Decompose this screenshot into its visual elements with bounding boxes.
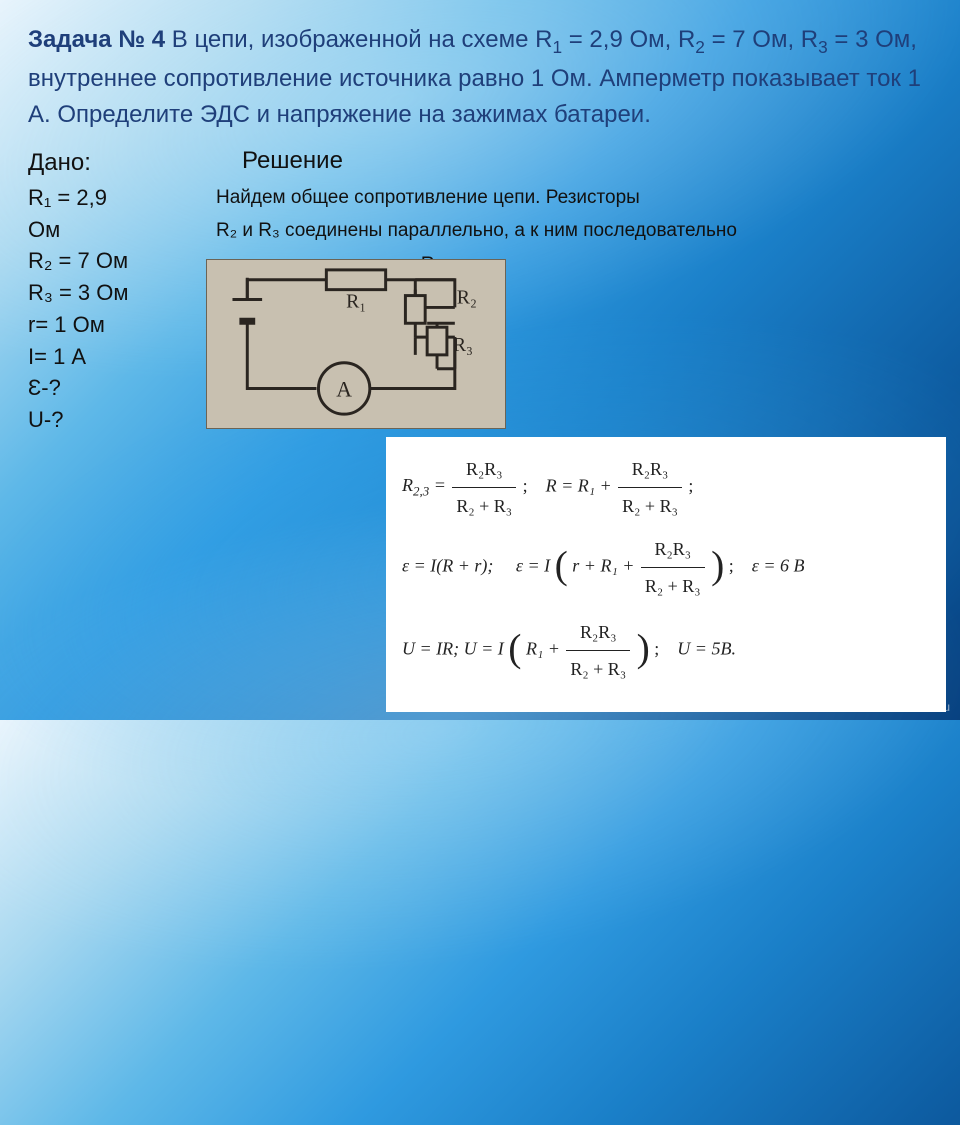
fraction: R₂R₃ R₂ + R₃ [566,614,630,687]
given-line: U-? [28,405,208,435]
given-line: I= 1 А [28,342,208,372]
paren-icon: ( [555,543,568,587]
problem-text: В цепи, изображенной на схеме R [165,26,552,53]
given-line: R₃ = 3 Ом [28,278,208,308]
circuit-svg: R₁ R₂ R₃ A [207,260,505,428]
eq-part: R = R₁ + [546,475,612,495]
solution-block: Решение Найдем общее сопротивление цепи.… [216,147,932,437]
given-title: Дано: [28,147,208,179]
slide: Задача № 4 В цепи, изображенной на схеме… [0,0,960,720]
problem-label: Задача № 4 [28,26,165,53]
denominator: R₂ + R₃ [566,651,630,687]
numerator: R₂R₃ [566,614,630,651]
given-line: Ɛ-? [28,373,208,403]
solution-title: Решение [242,147,932,175]
circuit-label-r1: R₁ [346,290,366,312]
circuit-label-r3: R₃ [453,334,473,356]
paren-icon: ) [711,543,724,587]
numerator: R₂R₃ [618,451,682,488]
given-line: R₁ = 2,9 [28,183,208,213]
eq-result: ε = 6 В [752,555,805,575]
given-line: r= 1 Ом [28,310,208,340]
circuit-label-a: A [336,377,352,401]
given-line: Ом [28,215,208,245]
eq-sep: ; [688,475,693,495]
sub: 2 [695,37,705,57]
formula-row: R2,3 = R₂R₃ R₂ + R₃ ; R = R₁ + R₂R₃ R₂ +… [402,451,930,524]
eq-part: ε = I [516,555,550,575]
eq-part: ε = I(R + r); [402,555,493,575]
problem-text: = 7 Ом, R [705,26,818,53]
content-row: Дано: R₁ = 2,9 Ом R₂ = 7 Ом R₃ = 3 Ом r=… [28,147,932,437]
given-block: Дано: R₁ = 2,9 Ом R₂ = 7 Ом R₃ = 3 Ом r=… [28,147,208,437]
denominator: R₂ + R₃ [641,568,705,604]
eq-sep: ; [523,475,542,495]
fraction: R₂R₃ R₂ + R₃ [641,531,705,604]
eq-part: R₁ + [526,639,560,659]
fraction: R₂R₃ R₂ + R₃ [452,451,516,524]
eq-lhs: R2,3 = [402,475,450,495]
watermark: www.7oom.ru [877,700,950,714]
problem-statement: Задача № 4 В цепи, изображенной на схеме… [28,22,932,133]
circuit-label-r2: R₂ [457,286,477,308]
problem-text: = 2,9 Ом, R [562,26,695,53]
eq-result: U = 5В. [677,639,736,659]
solution-text: Найдем общее сопротивление цепи. Резисто… [216,185,932,211]
eq-sep: ; [729,555,748,575]
eq-part: r + R₁ + [572,555,634,575]
denominator: R₂ + R₃ [452,488,516,524]
paren-icon: ( [508,626,521,670]
eq-part: U = IR; U = I [402,639,504,659]
eq-sep: ; [654,639,673,659]
sub: 1 [552,37,562,57]
formula-block: R2,3 = R₂R₃ R₂ + R₃ ; R = R₁ + R₂R₃ R₂ +… [386,437,946,712]
sub: 3 [818,37,828,57]
formula-row: ε = I(R + r); ε = I ( r + R₁ + R₂R₃ R₂ +… [402,528,930,607]
denominator: R₂ + R₃ [618,488,682,524]
paren-icon: ) [637,626,650,670]
formula-row: U = IR; U = I ( R₁ + R₂R₃ R₂ + R₃ ) ; U … [402,611,930,690]
eq-sep [498,555,512,575]
numerator: R₂R₃ [641,531,705,568]
fraction: R₂R₃ R₂ + R₃ [618,451,682,524]
given-line: R₂ = 7 Ом [28,246,208,276]
circuit-diagram: R₁ R₂ R₃ A [206,259,506,429]
numerator: R₂R₃ [452,451,516,488]
solution-text: R₂ и R₃ соединены параллельно, а к ним п… [216,218,932,244]
